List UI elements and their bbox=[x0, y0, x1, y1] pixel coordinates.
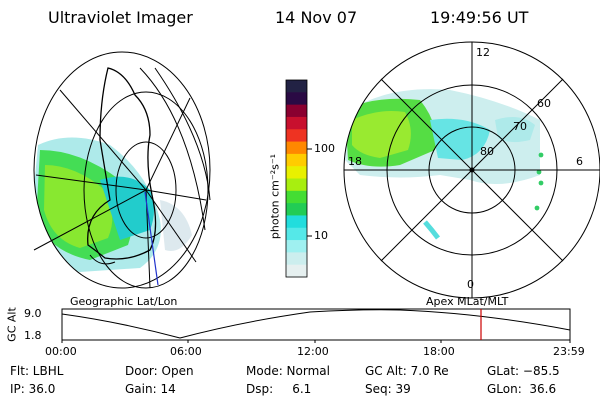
mlat-label-80: 80 bbox=[480, 145, 494, 158]
info-glon: GLon: 36.6 bbox=[487, 382, 557, 396]
info-ip: IP: 36.0 bbox=[10, 382, 56, 396]
colorbar-segment bbox=[286, 141, 307, 155]
mlat-label-70: 70 bbox=[513, 120, 527, 133]
mlt-label-12: 12 bbox=[476, 46, 490, 59]
colorbar-segment bbox=[286, 116, 307, 130]
colorbar-tick-label-10: 10 bbox=[314, 229, 328, 242]
colorbar-unit-label: photon cm⁻²s⁻¹ bbox=[268, 153, 282, 240]
timeline-x-tick-4: 23:59 bbox=[553, 345, 585, 358]
info-seq: Seq: 39 bbox=[365, 382, 411, 396]
apex-label: Apex MLat/MLT bbox=[426, 295, 509, 308]
date-label: 14 Nov 07 bbox=[275, 8, 358, 27]
timeline-y-label: GC Alt bbox=[5, 307, 19, 342]
timeline-x-tick-2: 12:00 bbox=[297, 345, 329, 358]
colorbar-segment bbox=[286, 92, 307, 106]
info-mode: Mode: Normal bbox=[246, 364, 330, 378]
colorbar-frame bbox=[285, 79, 308, 278]
colorbar-segment bbox=[286, 129, 307, 143]
colorbar-segment bbox=[286, 80, 307, 93]
app-title: Ultraviolet Imager bbox=[48, 8, 193, 27]
timeline-x-tick-0: 00:00 bbox=[45, 345, 77, 358]
info-dsp: Dsp: 6.1 bbox=[246, 382, 312, 396]
colorbar-segment bbox=[286, 252, 307, 266]
colorbar-segment bbox=[286, 240, 307, 253]
timeline-y-tick-min: 1.8 bbox=[24, 329, 42, 342]
timeline-x-tick-1: 06:00 bbox=[170, 345, 202, 358]
colorbar-segment bbox=[286, 227, 307, 241]
colorbar-segment bbox=[286, 104, 307, 118]
colorbar-segment bbox=[286, 190, 307, 204]
geographic-image bbox=[33, 51, 211, 289]
mlat-label-60: 60 bbox=[537, 97, 551, 110]
info-filter: Flt: LBHL bbox=[10, 364, 64, 378]
polar-image bbox=[343, 41, 600, 299]
colorbar-segment bbox=[286, 166, 307, 180]
colorbar bbox=[286, 80, 307, 278]
gc-altitude-timeline bbox=[61, 308, 571, 343]
timeline-x-tick-3: 18:00 bbox=[423, 345, 455, 358]
info-door: Door: Open bbox=[125, 364, 194, 378]
colorbar-segment bbox=[286, 178, 307, 192]
mlt-label-6: 6 bbox=[576, 155, 583, 168]
time-label: 19:49:56 UT bbox=[430, 8, 529, 27]
info-gain: Gain: 14 bbox=[125, 382, 176, 396]
mlt-label-18: 18 bbox=[348, 155, 362, 168]
colorbar-tick-label-100: 100 bbox=[314, 142, 335, 155]
geographic-label: Geographic Lat/Lon bbox=[70, 295, 178, 308]
mlt-label-0: 0 bbox=[467, 278, 474, 291]
colorbar-segment bbox=[286, 264, 307, 278]
info-glat: GLat: −85.5 bbox=[487, 364, 560, 378]
colorbar-segment bbox=[286, 215, 307, 229]
colorbar-segment bbox=[286, 203, 307, 217]
info-gc-alt: GC Alt: 7.0 Re bbox=[365, 364, 449, 378]
colorbar-segment bbox=[286, 153, 307, 167]
timeline-y-tick-max: 9.0 bbox=[24, 307, 42, 320]
